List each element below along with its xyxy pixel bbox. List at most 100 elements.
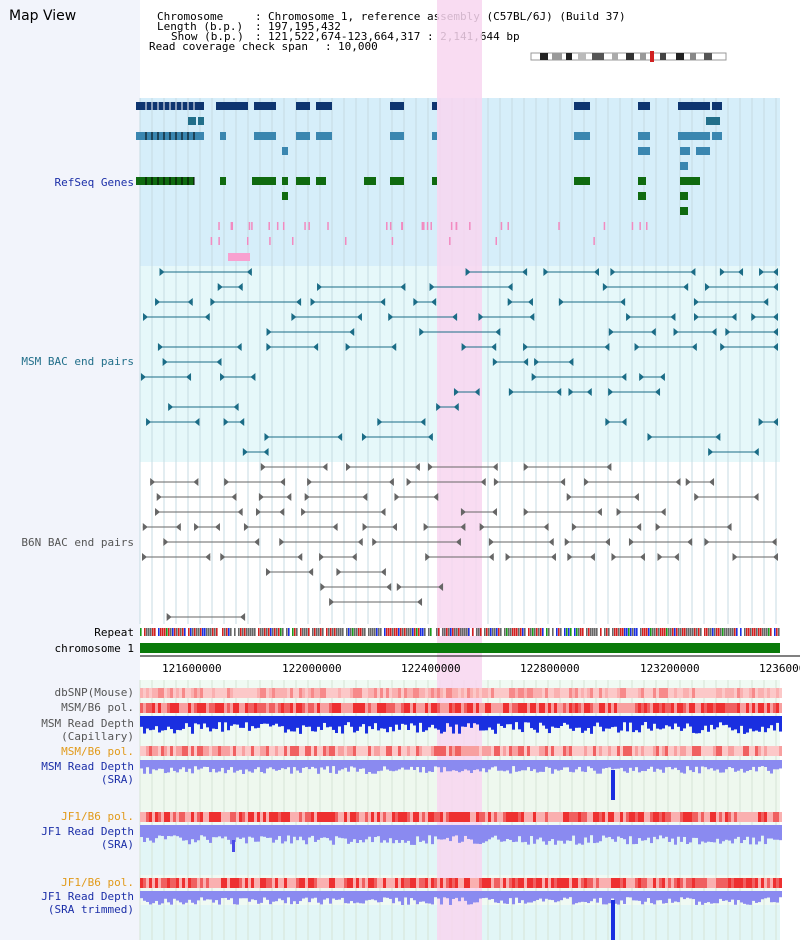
- heat-cell: [533, 746, 536, 756]
- depth-bar: [416, 825, 419, 837]
- bac-end-marker: [146, 418, 152, 426]
- heat-cell: [140, 746, 143, 756]
- depth-bar: [524, 716, 527, 723]
- heat-cell: [425, 812, 428, 822]
- heat-cell: [152, 703, 155, 713]
- heat-cell: [716, 878, 719, 888]
- depth-bar: [554, 891, 557, 903]
- depth-bar: [446, 716, 449, 724]
- heat-cell: [452, 703, 455, 713]
- heat-cell: [599, 878, 602, 888]
- repeat-mark: [616, 628, 618, 636]
- refseq-genes-label[interactable]: RefSeq Genes: [54, 176, 134, 189]
- heat-cell: [539, 746, 542, 756]
- bac-end-marker: [650, 328, 656, 336]
- repeat-mark: [690, 628, 692, 636]
- gene-exon: [220, 177, 226, 185]
- b6n-bac-label[interactable]: B6N BAC end pairs: [21, 536, 134, 549]
- heat-cell: [440, 812, 443, 822]
- depth-bar: [167, 760, 170, 773]
- heat-cell: [392, 746, 395, 756]
- bac-end-marker: [708, 448, 714, 456]
- bac-end-marker: [523, 358, 529, 366]
- repeat-mark: [744, 628, 746, 636]
- heat-cell: [377, 703, 380, 713]
- heat-cell: [284, 878, 287, 888]
- depth-bar: [287, 716, 290, 730]
- heat-cell: [566, 812, 569, 822]
- repeat-mark: [178, 628, 180, 636]
- heat-cell: [209, 703, 212, 713]
- heat-cell: [482, 746, 485, 756]
- heat-cell: [209, 812, 212, 822]
- depth-bar: [626, 891, 629, 898]
- repeat-mark: [494, 628, 496, 636]
- heat-cell: [767, 812, 770, 822]
- heat-cell: [620, 703, 623, 713]
- heat-cell: [725, 703, 728, 713]
- heat-cell: [251, 812, 254, 822]
- depth-bar: [323, 716, 326, 723]
- heat-cell: [413, 878, 416, 888]
- heat-cell: [206, 746, 209, 756]
- heat-cell: [701, 688, 704, 698]
- heat-cell: [686, 746, 689, 756]
- snp-mark: [430, 222, 432, 230]
- depth-bar: [296, 760, 299, 771]
- heat-cell: [260, 812, 263, 822]
- heat-cell: [641, 703, 644, 713]
- depth-bar: [479, 891, 482, 899]
- depth-bar: [362, 891, 365, 904]
- depth-bar: [149, 825, 152, 841]
- heat-cell: [443, 812, 446, 822]
- repeat-mark: [642, 628, 644, 636]
- depth-bar: [224, 891, 227, 898]
- bac-end-marker: [322, 463, 328, 471]
- heat-cell: [257, 746, 260, 756]
- depth-bar: [554, 716, 557, 728]
- depth-bar: [293, 825, 296, 837]
- depth-bar: [161, 825, 164, 836]
- snp-mark: [276, 222, 279, 230]
- heat-cell: [398, 812, 401, 822]
- depth-bar: [671, 760, 674, 770]
- heat-cell: [287, 878, 290, 888]
- heat-cell: [359, 746, 362, 756]
- heat-cell: [692, 812, 695, 822]
- depth-bar: [770, 825, 773, 839]
- heat-cell: [680, 878, 683, 888]
- gene-exon: [574, 177, 590, 185]
- heat-cell: [584, 688, 587, 698]
- msm-bac-label[interactable]: MSM BAC end pairs: [21, 355, 134, 368]
- depth-bar: [455, 716, 458, 725]
- heat-cell: [635, 746, 638, 756]
- heat-cell: [365, 812, 368, 822]
- depth-bar: [632, 760, 635, 771]
- depth-bar: [752, 760, 755, 767]
- repeat-mark: [426, 628, 428, 636]
- heat-cell: [206, 878, 209, 888]
- depth-bar: [176, 891, 179, 901]
- heat-cell: [308, 746, 311, 756]
- heat-cell: [242, 688, 245, 698]
- heat-cell: [503, 746, 506, 756]
- heat-cell: [608, 878, 611, 888]
- gene-exon: [638, 102, 650, 110]
- heat-cell: [341, 703, 344, 713]
- heat-cell: [617, 812, 620, 822]
- depth-bar: [395, 891, 398, 898]
- bac-end-marker: [566, 493, 572, 501]
- depth-bar: [599, 716, 602, 727]
- depth-bar: [263, 825, 266, 837]
- bac-end-marker: [205, 553, 211, 561]
- gene-exon: [638, 192, 646, 200]
- heat-cell: [296, 703, 299, 713]
- heat-cell: [437, 878, 440, 888]
- chromosome-bar: [140, 643, 780, 653]
- msm-depth-cap-sub: (Capillary): [61, 730, 134, 743]
- depth-bar: [779, 716, 782, 732]
- heat-cell: [335, 746, 338, 756]
- depth-bar: [407, 760, 410, 770]
- heat-cell: [167, 703, 170, 713]
